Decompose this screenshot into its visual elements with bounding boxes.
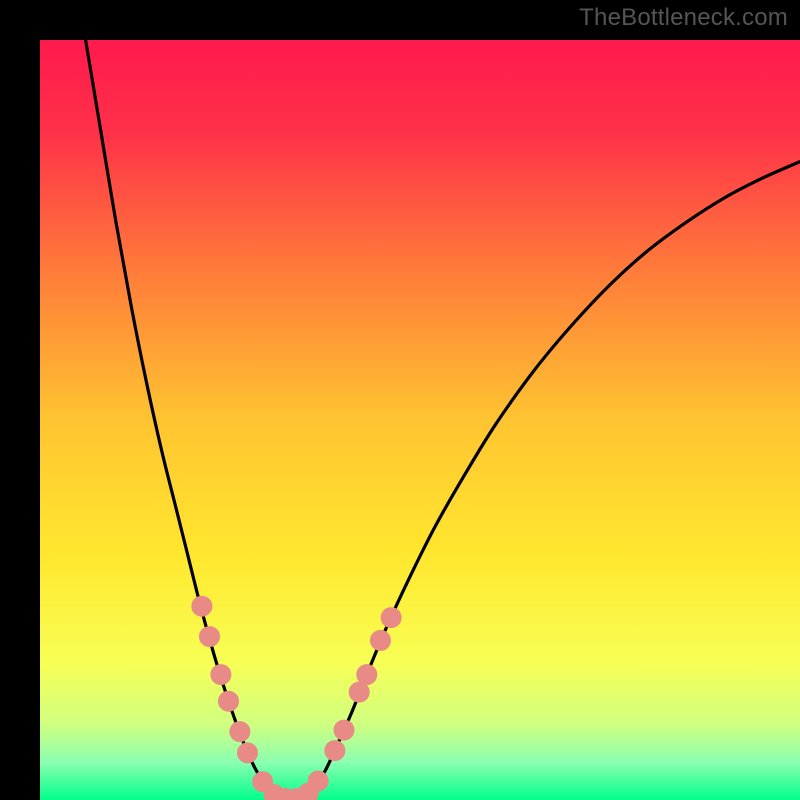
watermark-text: TheBottleneck.com bbox=[579, 4, 788, 32]
curve-marker bbox=[370, 630, 390, 650]
curve-marker bbox=[237, 743, 257, 763]
curve-marker bbox=[192, 596, 212, 616]
curve-marker bbox=[381, 608, 401, 628]
curve-marker bbox=[357, 665, 377, 685]
curve-marker bbox=[325, 741, 345, 761]
curve-marker bbox=[211, 665, 231, 685]
curve-marker bbox=[218, 691, 238, 711]
curve-marker bbox=[230, 722, 250, 742]
plot-area bbox=[40, 40, 800, 800]
curve-marker bbox=[308, 771, 328, 791]
curve-marker bbox=[199, 627, 219, 647]
bottleneck-curve bbox=[40, 40, 800, 800]
curve-marker bbox=[334, 720, 354, 740]
